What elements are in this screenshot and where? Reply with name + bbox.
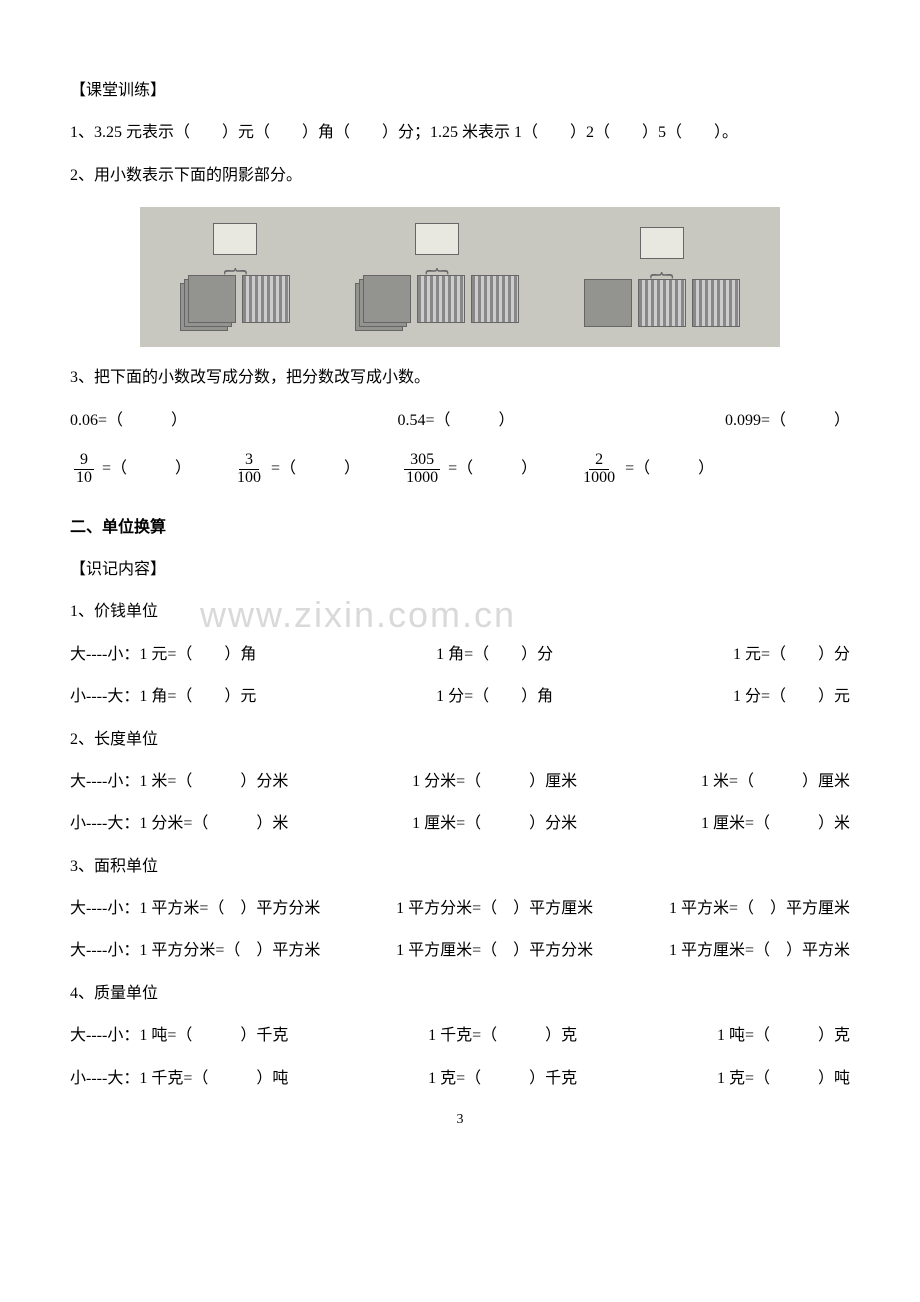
q3-decimal-c: 0.099=（ ）	[725, 410, 850, 432]
u1-small-b: 1 分=（ ）角	[436, 686, 553, 708]
u1-big-c: 1 元=（ ）分	[733, 644, 850, 666]
section-2-title: 二、单位换算	[70, 517, 850, 539]
u2-big-b: 1 分米=（ ）厘米	[412, 771, 577, 793]
brace-icon: ︷	[223, 259, 247, 271]
frac-denominator: 10	[70, 470, 98, 487]
unit-3-title: 3、面积单位	[70, 856, 850, 878]
figure-group-1: ︷	[180, 223, 290, 331]
frac-denominator: 1000	[400, 470, 444, 487]
frac-denominator: 1000	[577, 470, 621, 487]
figure-group-3: ︷	[584, 227, 740, 327]
brace-icon: ︷	[425, 259, 449, 271]
u2-big-c: 1 米=（ ）厘米	[701, 771, 850, 793]
fraction-item-1: 910 =（ ）	[70, 452, 191, 487]
stripe-block	[242, 275, 290, 323]
u3-small-a: 大----小：1 平方分米=（ ）平方米	[70, 940, 320, 962]
stripe-block	[417, 275, 465, 323]
grid-block	[692, 279, 740, 327]
u4-big-b: 1 千克=（ ）克	[428, 1025, 577, 1047]
u1-big-a: 大----小：1 元=（ ）角	[70, 644, 256, 666]
u1-big-b: 1 角=（ ）分	[436, 644, 553, 666]
u2-small-a: 小----大：1 分米=（ ）米	[70, 813, 288, 835]
brace-icon: ︷	[650, 263, 674, 275]
unit-2-title: 2、长度单位	[70, 729, 850, 751]
u3-big-a: 大----小：1 平方米=（ ）平方分米	[70, 898, 320, 920]
u2-big-a: 大----小：1 米=（ ）分米	[70, 771, 288, 793]
frac-numerator: 2	[589, 452, 609, 470]
u3-big-c: 1 平方米=（ ）平方厘米	[669, 898, 850, 920]
solid-block	[584, 279, 632, 327]
fraction-item-3: 3051000 =（ ）	[400, 452, 537, 487]
grid-block	[471, 275, 519, 323]
u2-small-c: 1 厘米=（ ）米	[701, 813, 850, 835]
frac-denominator: 100	[231, 470, 267, 487]
shaded-figures-image: ︷ ︷ ︷	[140, 207, 780, 347]
u3-small-b: 1 平方厘米=（ ）平方分米	[396, 940, 593, 962]
frac-blank: =（ ）	[448, 458, 537, 480]
u4-big-c: 1 吨=（ ）克	[717, 1025, 850, 1047]
page-number: 3	[70, 1110, 850, 1130]
frac-blank: =（ ）	[271, 458, 360, 480]
frac-blank: =（ ）	[102, 458, 191, 480]
unit-1-title: 1、价钱单位	[70, 601, 850, 623]
frac-numerator: 3	[239, 452, 259, 470]
question-3-intro: 3、把下面的小数改写成分数，把分数改写成小数。	[70, 367, 850, 389]
fraction-item-2: 3100 =（ ）	[231, 452, 360, 487]
section-memory-heading: 【识记内容】	[70, 559, 850, 581]
question-1: 1、3.25 元表示（ ）元（ ）角（ ）分；1.25 米表示 1（ ）2（ ）…	[70, 122, 850, 144]
q3-decimal-b: 0.54=（ ）	[397, 410, 514, 432]
u2-small-b: 1 厘米=（ ）分米	[412, 813, 577, 835]
unit-4-title: 4、质量单位	[70, 983, 850, 1005]
section-training-heading: 【课堂训练】	[70, 80, 850, 102]
u4-small-b: 1 克=（ ）千克	[428, 1068, 577, 1090]
stripe-block	[638, 279, 686, 327]
question-2: 2、用小数表示下面的阴影部分。	[70, 165, 850, 187]
u3-small-c: 1 平方厘米=（ ）平方米	[669, 940, 850, 962]
frac-numerator: 9	[74, 452, 94, 470]
frac-blank: =（ ）	[625, 458, 714, 480]
u4-small-c: 1 克=（ ）吨	[717, 1068, 850, 1090]
answer-box-3	[640, 227, 684, 259]
block-stack	[180, 275, 236, 331]
block-stack	[355, 275, 411, 331]
u3-big-b: 1 平方分米=（ ）平方厘米	[396, 898, 593, 920]
frac-numerator: 305	[404, 452, 440, 470]
u4-small-a: 小----大：1 千克=（ ）吨	[70, 1068, 288, 1090]
u1-small-c: 1 分=（ ）元	[733, 686, 850, 708]
u1-small-a: 小----大：1 角=（ ）元	[70, 686, 256, 708]
answer-box-1	[213, 223, 257, 255]
figure-group-2: ︷	[355, 223, 519, 331]
fraction-item-4: 21000 =（ ）	[577, 452, 714, 487]
answer-box-2	[415, 223, 459, 255]
q3-decimal-a: 0.06=（ ）	[70, 410, 187, 432]
u4-big-a: 大----小：1 吨=（ ）千克	[70, 1025, 288, 1047]
